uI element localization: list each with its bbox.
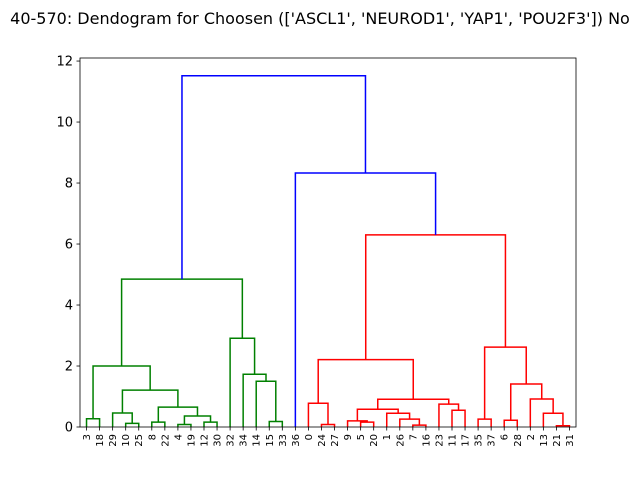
link-36 (181, 74, 367, 280)
link-18 (346, 420, 368, 427)
y-tick-label-10: 10 (56, 116, 73, 131)
link-11 (255, 380, 277, 427)
plot-area-frame (79, 57, 577, 428)
link-1 (124, 422, 140, 427)
leaf-label-1: 1 (382, 434, 393, 440)
y-tick-label-12: 12 (56, 55, 73, 70)
y-tick-label-2: 2 (65, 360, 73, 375)
leaf-label-9: 9 (343, 434, 354, 440)
link-6 (183, 415, 212, 425)
leaf-label-22: 22 (160, 434, 171, 447)
leaf-label-10: 10 (121, 434, 132, 447)
leaf-label-28: 28 (513, 434, 524, 447)
y-axis: 0 2 4 6 8 10 12 (56, 55, 80, 436)
link-31 (529, 398, 554, 427)
link-28 (503, 419, 519, 427)
link-7 (157, 406, 199, 423)
leaf-label-24: 24 (317, 434, 328, 447)
leaf-label-12: 12 (200, 434, 211, 447)
link-12 (242, 373, 267, 427)
leaf-label-7: 7 (408, 434, 419, 440)
leaf-label-33: 33 (278, 434, 289, 447)
link-32 (509, 383, 543, 421)
y-tick-label-6: 6 (65, 238, 73, 253)
link-8 (121, 389, 179, 413)
leaf-label-8: 8 (147, 434, 158, 440)
leaf-label-34: 34 (239, 434, 250, 447)
leaf-label-0: 0 (304, 434, 315, 440)
leaf-label-19: 19 (186, 434, 197, 447)
leaf-label-27: 27 (330, 434, 341, 447)
y-tick-label-0: 0 (65, 421, 73, 436)
link-5 (203, 421, 218, 427)
leaf-label-18: 18 (95, 434, 106, 447)
leaf-label-35: 35 (474, 434, 485, 447)
link-14 (120, 278, 244, 367)
leaf-label-32: 32 (226, 434, 237, 447)
leaf-label-5: 5 (356, 434, 367, 440)
link-33 (483, 346, 527, 420)
leaf-label-30: 30 (213, 434, 224, 447)
leaf-label-3: 3 (82, 434, 93, 440)
leaf-label-4: 4 (173, 434, 184, 440)
leaf-label-23: 23 (434, 434, 445, 447)
link-10 (268, 420, 284, 427)
link-9 (92, 365, 151, 419)
y-tick-label-8: 8 (65, 177, 73, 192)
link-26 (317, 358, 414, 404)
link-27 (477, 418, 492, 427)
link-21 (385, 412, 411, 427)
leaf-label-16: 16 (421, 434, 432, 447)
leaf-label-37: 37 (487, 434, 498, 447)
leaf-label-2: 2 (526, 434, 537, 440)
leaf-label-6: 6 (500, 434, 511, 440)
leaf-label-17: 17 (461, 434, 472, 447)
link-13 (229, 337, 256, 427)
link-22 (356, 408, 399, 421)
link-25 (377, 398, 450, 410)
link-0 (85, 418, 101, 427)
leaf-label-13: 13 (539, 434, 550, 447)
link-3 (151, 421, 166, 427)
link-17 (359, 421, 375, 427)
link-16 (307, 402, 329, 427)
link-34 (364, 234, 507, 360)
leaf-label-11: 11 (448, 434, 459, 447)
leaf-label-21: 21 (552, 434, 563, 447)
y-tick-label-4: 4 (65, 299, 73, 314)
leaf-label-31: 31 (565, 434, 576, 447)
x-axis: 3 18 29 10 25 8 22 4 19 12 30 32 34 14 15 33 36 0 24 27 9 5 20… (82, 427, 576, 447)
leaf-label-26: 26 (395, 434, 406, 447)
leaf-label-20: 20 (369, 434, 380, 447)
leaf-label-29: 29 (108, 434, 119, 447)
leaf-label-36: 36 (291, 434, 302, 447)
link-23 (451, 409, 466, 427)
link-2 (111, 412, 133, 427)
link-30 (542, 412, 564, 427)
leaf-label-15: 15 (265, 434, 276, 447)
link-24 (438, 403, 460, 427)
leaf-label-25: 25 (134, 434, 145, 447)
dendrogram-links (85, 74, 571, 427)
chart-title: 40-570: Dendogram for Choosen (['ASCL1',… (10, 9, 630, 28)
leaf-label-14: 14 (252, 434, 263, 447)
